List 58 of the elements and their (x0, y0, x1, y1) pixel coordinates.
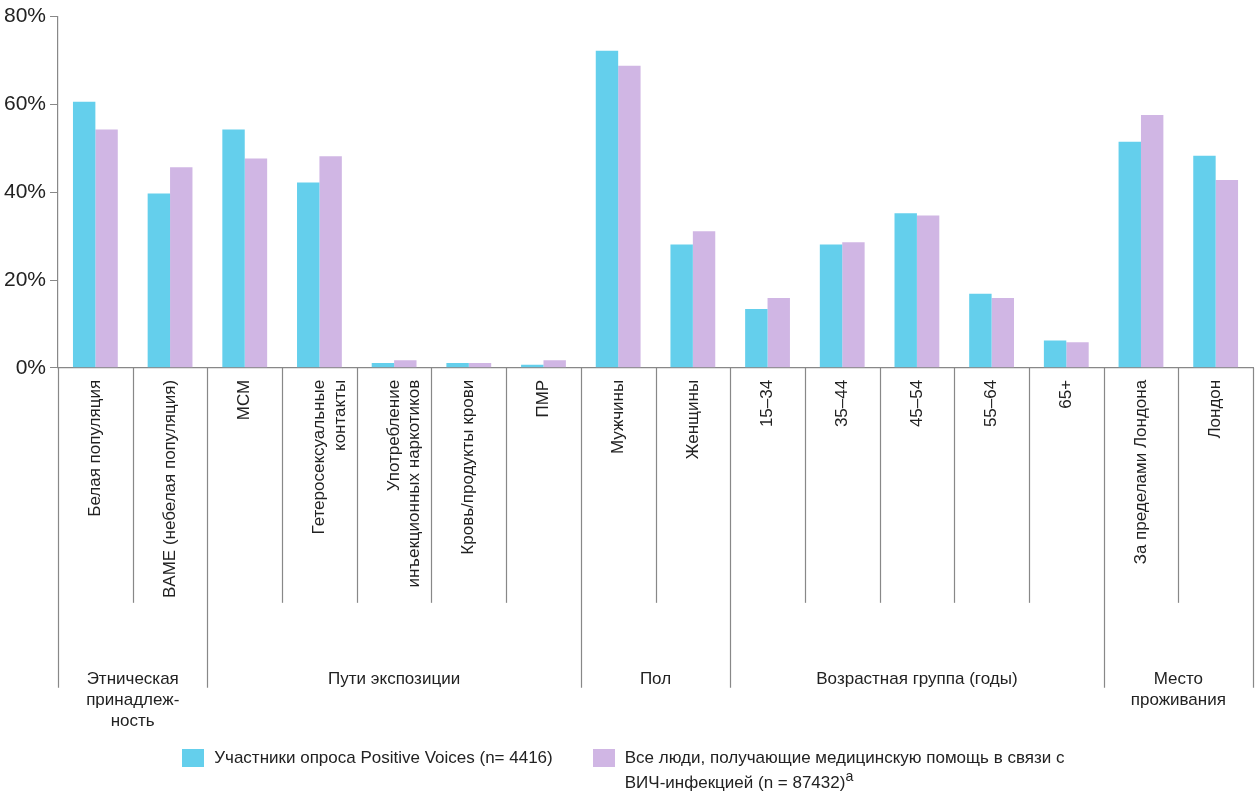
bar (1193, 155, 1216, 368)
x-tick-label: Женщины (682, 379, 702, 460)
bar (1140, 114, 1164, 368)
bar (170, 167, 193, 368)
bar (842, 242, 865, 368)
bar (618, 65, 641, 368)
bar (745, 309, 768, 368)
bar (446, 363, 469, 368)
bar (916, 215, 940, 368)
text: Пути экспозиции (328, 669, 461, 689)
bar (670, 244, 693, 368)
x-tick-label: BAME (небелая популяция) (159, 379, 179, 598)
y-tick-label: 40% (4, 179, 47, 203)
bar (1043, 340, 1067, 368)
x-tick-label: ПМР (533, 379, 553, 418)
y-tick-label: 20% (4, 266, 47, 290)
bar (543, 360, 566, 368)
bar (319, 156, 342, 368)
bar (95, 129, 118, 368)
bar (767, 298, 790, 368)
y-tick-label: 0% (15, 354, 47, 378)
bar (819, 244, 843, 368)
x-tick-label: Кровь/продукты крови (458, 379, 478, 555)
x-tick-label: Белая популяция (85, 379, 105, 517)
text: Пол (639, 669, 672, 689)
bar (1118, 141, 1141, 368)
bar (1215, 179, 1239, 368)
bar (297, 182, 320, 368)
x-tick-label: Лондон (1205, 379, 1225, 439)
bar (244, 158, 268, 368)
bar (222, 129, 245, 368)
bar (394, 360, 417, 368)
legend-label: Участники опроса Positive Voices (n= 4416) (214, 748, 553, 767)
bar (991, 298, 1015, 368)
bar (894, 213, 917, 368)
bar (1066, 342, 1089, 368)
y-tick-label: 80% (4, 3, 47, 27)
x-tick-label: Мужчины (607, 379, 627, 455)
x-tick-label: Гетеросексуальные контакты (309, 379, 349, 535)
y-tick-label: 60% (4, 91, 47, 115)
x-tick-label: 35–44 (831, 379, 851, 428)
text: Возрастная группа (годы) (816, 669, 1018, 689)
bar (692, 231, 716, 368)
bar (468, 363, 492, 368)
bar (371, 363, 395, 368)
bar (969, 293, 992, 368)
legend-label: Все люди, получающие медицинскую помощь в связи с ВИЧ-инфекцией (n = 87432)$^{a}$ (624, 748, 1066, 792)
x-tick-label: За пределами Лондона (1130, 379, 1150, 565)
x-tick-label: 55–64 (981, 379, 1001, 428)
bar (595, 50, 619, 368)
x-tick-label: МСМ (234, 379, 254, 421)
text: Этническая принадлеж-ность (86, 669, 180, 731)
x-tick-label: 15–34 (757, 379, 777, 428)
bar (72, 101, 96, 368)
text: Место проживания (1130, 669, 1226, 710)
x-tick-label: 45–54 (906, 379, 926, 428)
x-tick-label: 65+ (1055, 379, 1075, 409)
bar (147, 193, 171, 368)
